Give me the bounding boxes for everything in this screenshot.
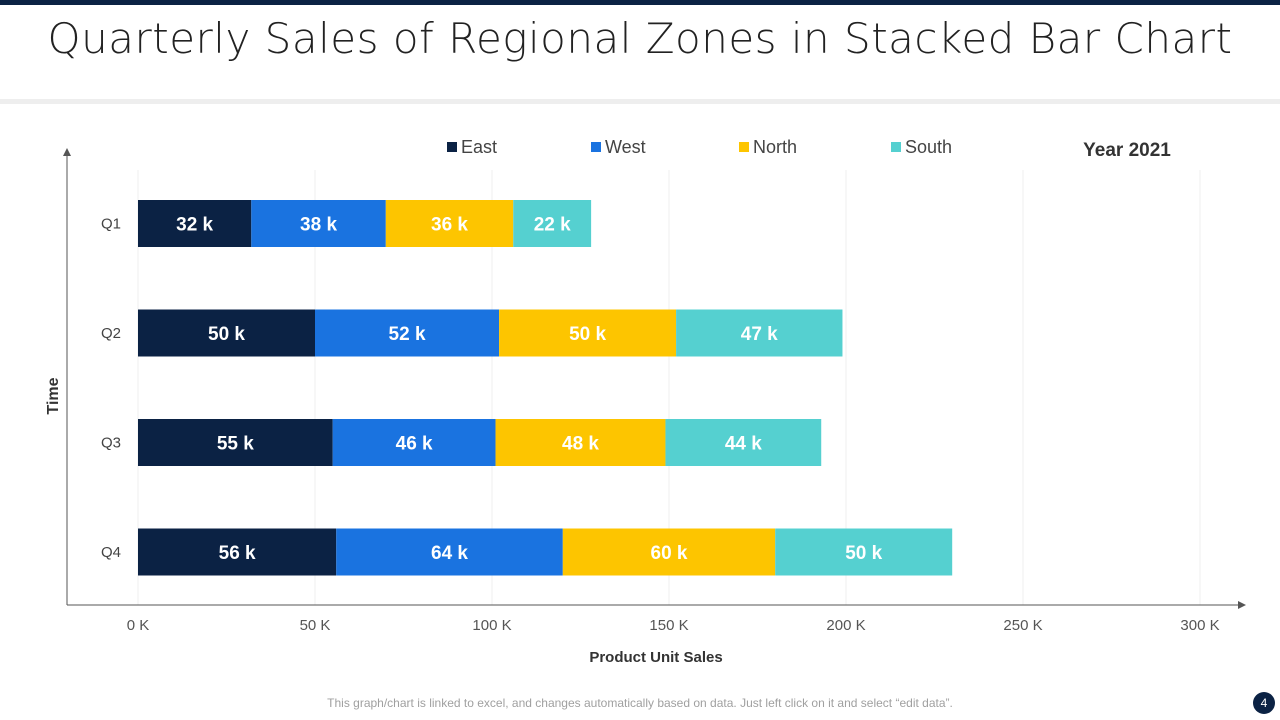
category-label-q4: Q4 — [101, 544, 121, 561]
data-label: 52 k — [389, 324, 426, 345]
data-label: 32 k — [176, 215, 213, 236]
bar-segment-east-q4 — [138, 528, 337, 576]
y-axis-title: Time — [45, 377, 62, 414]
year-annotation: Year 2021 — [1083, 140, 1171, 161]
x-tick-label: 150 K — [649, 617, 688, 634]
x-axis-title: Product Unit Sales — [589, 649, 722, 666]
bar-segment-east-q2 — [138, 309, 315, 357]
footer-note: This graph/chart is linked to excel, and… — [327, 696, 953, 710]
x-tick-label: 0 K — [127, 617, 150, 634]
x-tick-label: 250 K — [1003, 617, 1042, 634]
bar-segment-east-q1 — [138, 200, 252, 247]
data-label: 55 k — [217, 434, 254, 455]
page-title: Quarterly Sales of Regional Zones in Sta… — [47, 14, 1233, 63]
data-label: 64 k — [431, 543, 468, 564]
bar-segment-north-q1 — [385, 200, 514, 247]
category-label-q3: Q3 — [101, 435, 121, 452]
bar-segment-west-q3 — [332, 419, 496, 466]
bar-segment-north-q3 — [495, 419, 666, 466]
data-label: 38 k — [300, 215, 337, 236]
top-accent-bar — [0, 0, 1280, 5]
legend-label-east: East — [461, 137, 497, 157]
legend-swatch-north — [739, 142, 749, 152]
bar-segment-north-q4 — [562, 528, 776, 576]
bar-segment-west-q1 — [251, 200, 386, 247]
data-label: 46 k — [396, 434, 433, 455]
page-number-badge: 4 — [1253, 692, 1275, 714]
data-label: 50 k — [569, 324, 606, 345]
x-tick-label: 100 K — [472, 617, 511, 634]
legend-label-west: West — [605, 137, 646, 157]
data-label: 47 k — [741, 324, 778, 345]
legend-label-north: North — [753, 137, 797, 157]
category-label-q2: Q2 — [101, 325, 121, 342]
bar-segment-south-q1 — [513, 200, 592, 247]
data-label: 50 k — [208, 324, 245, 345]
legend-label-south: South — [905, 137, 952, 157]
bar-segment-south-q2 — [676, 309, 843, 357]
bar-segment-west-q4 — [336, 528, 563, 576]
x-axis-arrow-icon — [1238, 601, 1246, 609]
x-tick-label: 50 K — [300, 617, 331, 634]
data-label: 60 k — [651, 543, 688, 564]
bar-segment-east-q3 — [138, 419, 333, 466]
category-label-q1: Q1 — [101, 216, 121, 233]
data-label: 50 k — [845, 543, 882, 564]
bar-segment-north-q2 — [499, 309, 677, 357]
x-tick-label: 300 K — [1180, 617, 1219, 634]
legend-swatch-south — [891, 142, 901, 152]
data-label: 36 k — [431, 215, 468, 236]
x-tick-label: 200 K — [826, 617, 865, 634]
legend-swatch-east — [447, 142, 457, 152]
data-label: 48 k — [562, 434, 599, 455]
header-divider — [0, 99, 1280, 104]
legend-swatch-west — [591, 142, 601, 152]
data-label: 44 k — [725, 434, 762, 455]
bar-segment-west-q2 — [315, 309, 500, 357]
data-label: 22 k — [534, 215, 571, 236]
data-label: 56 k — [219, 543, 256, 564]
y-axis-arrow-icon — [63, 148, 71, 156]
bar-segment-south-q4 — [775, 528, 953, 576]
bar-segment-south-q3 — [665, 419, 822, 466]
